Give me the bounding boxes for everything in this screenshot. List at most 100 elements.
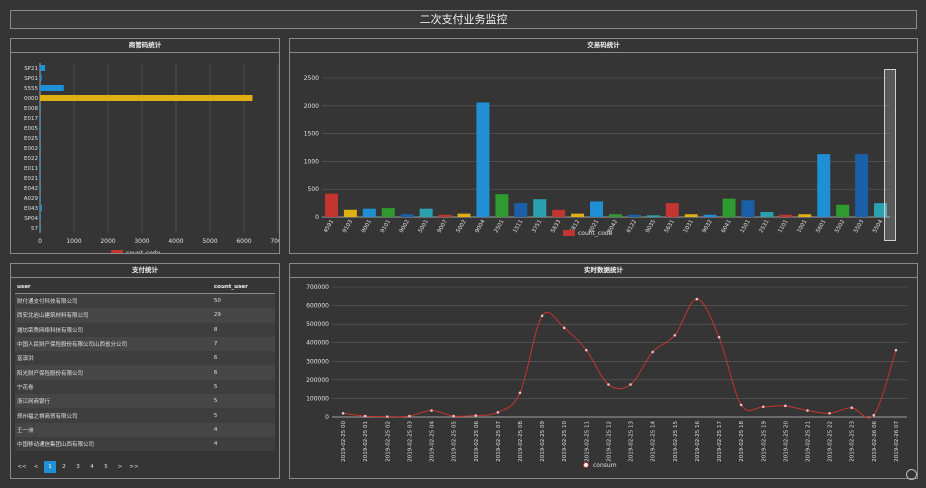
x-tick-label: 2019-02-25 23 [850,421,856,462]
count-cell: 5 [211,379,275,395]
table-row: 西安北岩山建筑材料有限公司 29 [15,308,275,323]
bar [533,199,547,217]
bar [438,214,452,217]
table-row: 财付通支付科技有限公司 50 [15,293,275,309]
y-tick-label: 57 [31,226,38,232]
column-header-user[interactable]: user [15,280,212,294]
pager-page-1[interactable]: 1 [44,461,56,473]
data-point [828,411,831,415]
pager-page-3[interactable]: 3 [76,464,80,470]
x-tick-label: 2019-02-25 10 [562,421,568,462]
x-tick-label: 9001 [361,219,373,234]
payment-panel-title: 支付统计 [11,264,279,278]
x-tick-label: 1031 [683,219,695,234]
x-tick-label: 9007 [437,219,449,235]
legend-label: count_code [126,250,161,253]
bar [40,175,41,181]
y-tick-label: 200000 [306,377,329,384]
x-tick-label: 2019-02-25 15 [673,421,679,462]
bar [571,213,585,217]
pager-next-button[interactable]: > [117,464,123,470]
y-tick-label: SP01 [24,76,38,82]
pager-first-button[interactable]: << [17,464,27,470]
pager-prev-button[interactable]: < [33,464,39,470]
column-header-count[interactable]: count_user [211,280,275,294]
data-point [430,409,433,412]
pager-page-4[interactable]: 4 [90,464,94,470]
bar [40,65,46,71]
pager-page-5[interactable]: 5 [104,464,108,470]
data-point [385,415,389,418]
y-tick-label: E022 [24,156,38,162]
data-point [784,404,787,408]
legend-swatch [111,250,123,253]
x-tick-label: 2019-02-26 06 [872,421,878,462]
user-cell: 西安北岩山建筑材料有限公司 [15,308,212,323]
data-point [872,413,876,417]
response-code-panel: 商管码统计 0 1000 2000 3000 4000 5000 6000 7000 SP21 S… [10,38,280,254]
user-cell: 浙江网商银行 [15,394,212,409]
bar [40,195,41,201]
count-cell: 5 [211,394,275,409]
x-tick-label: 9101 [380,219,392,234]
data-point [806,409,809,412]
x-tick-label: 5502 [834,219,846,234]
y-tick-label: A029 [24,196,39,202]
data-point [651,350,654,354]
user-cell: 财付通支付科技有限公司 [15,293,212,309]
x-tick-label: 2019-02-25 22 [828,421,834,462]
pager-page-2[interactable]: 2 [62,464,66,470]
legend-swatch [563,230,575,236]
x-tick-label: 2019-02-25 05 [452,421,458,462]
table-row: 富滇洪 6 [15,351,275,366]
table-header-row: user count_user [15,280,275,294]
bar [552,209,566,217]
y-tick-label: 0 [325,414,329,421]
x-tick-label: 3000 [134,238,149,245]
page-title: 二次支付业务监控 [10,10,917,29]
table-row: 浙江网商银行 5 [15,394,275,409]
user-cell: 富滇洪 [15,351,212,366]
bar [40,135,41,141]
x-tick-label: 2019-02-25 14 [651,421,657,462]
data-point [629,383,632,386]
y-tick-label: 300000 [306,358,329,365]
bar [476,102,490,217]
bar [495,194,509,217]
datazoom-handle[interactable] [884,69,896,241]
count-cell: 4 [211,436,275,452]
bar [40,185,41,191]
bar [646,215,660,217]
y-tick-label: E002 [24,146,38,152]
table-row: 宁花卷 5 [15,379,275,395]
data-point [474,414,478,417]
data-point [673,333,677,337]
y-tick-label: 0000 [24,96,38,102]
table-row: 潍坊荣秀网络科技有限公司 8 [15,322,275,337]
x-tick-label: 2019-02-25 06 [474,421,480,462]
x-tick-label: 2019-02-25 00 [341,421,347,462]
x-tick-label: 5833 [550,219,562,235]
y-tick-label: 1500 [304,131,319,138]
bar [40,105,41,111]
x-tick-label: 4591 [323,219,335,234]
data-point [761,405,765,409]
user-cell: 宁花卷 [15,379,212,395]
x-tick-label: 6041 [721,219,733,234]
bar [874,203,888,217]
x-tick-label: 2019-02-25 11 [584,421,590,462]
pager-last-button[interactable]: >> [129,464,139,470]
count-cell: 4 [211,422,275,437]
count-cell: 8 [211,322,275,337]
x-tick-label: 2019-02-26 07 [894,421,900,462]
data-point [496,411,500,414]
x-tick-label: 6000 [236,238,251,245]
y-tick-label: 5555 [24,86,38,92]
table-row: 中国人民财产保险股份有限公司山西省分公司 7 [15,336,275,352]
bar [836,204,850,217]
data-point [717,335,721,339]
x-tick-label: 5002 [456,219,468,234]
scroll-top-button[interactable] [906,469,917,480]
count-cell: 7 [211,336,275,352]
count-cell: 6 [211,351,275,366]
